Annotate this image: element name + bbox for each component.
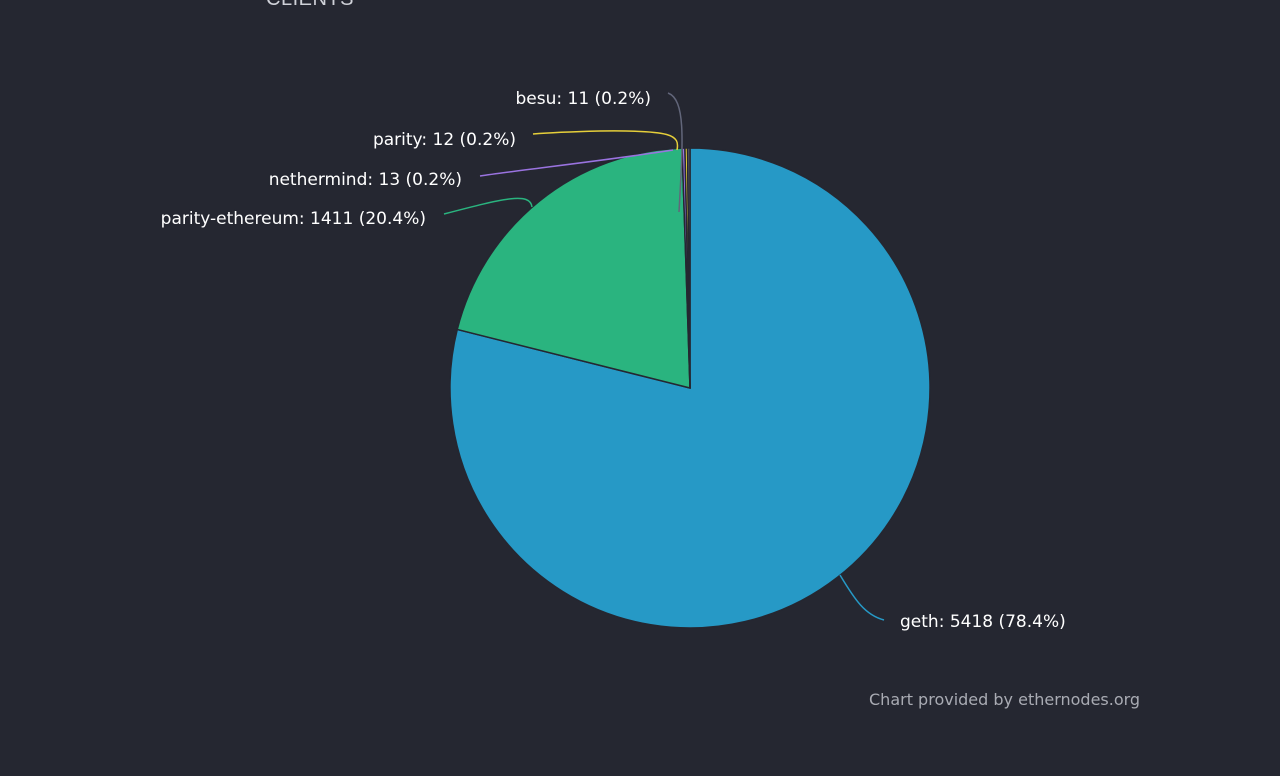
pie-slice-parity-ethereum[interactable] <box>456 147 691 389</box>
data-label-nethermind: nethermind: 13 (0.2%) <box>269 170 462 190</box>
data-label-besu: besu: 11 (0.2%) <box>515 89 651 109</box>
label-connector-besu <box>667 92 683 213</box>
data-label-parity: parity: 12 (0.2%) <box>373 130 516 150</box>
data-label-parity-ethereum: parity-ethereum: 1411 (20.4%) <box>161 209 426 229</box>
label-connector-nethermind <box>479 149 674 177</box>
data-label-geth: geth: 5418 (78.4%) <box>900 612 1066 632</box>
label-connector-parity-ethereum <box>443 197 533 215</box>
label-connector-parity <box>532 130 679 151</box>
chart-credit-link[interactable]: Chart provided by ethernodes.org <box>869 690 1141 709</box>
section-title: CLIENTS <box>266 0 354 11</box>
pie-slice-besu[interactable] <box>686 147 691 389</box>
label-connector-geth <box>839 574 885 621</box>
